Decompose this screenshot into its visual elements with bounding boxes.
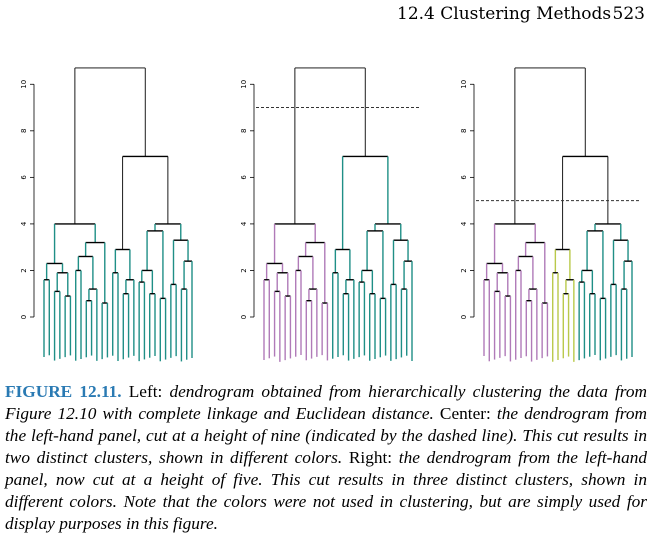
y-tick-label: 8 <box>460 129 468 133</box>
y-tick-label: 6 <box>240 175 248 180</box>
y-tick-label: 4 <box>240 221 248 226</box>
page-number: 523 <box>612 4 645 24</box>
y-tick-label: 6 <box>20 175 28 180</box>
y-tick-label: 6 <box>460 175 468 180</box>
dendrogram-figure: 0 2 4 6 8 10 0 2 4 6 8 10 0 2 4 6 8 10 <box>20 67 640 362</box>
y-tick-label: 2 <box>240 268 248 272</box>
y-tick-label: 10 <box>460 80 468 89</box>
page-header: 12.4 Clustering Methods 523 <box>0 4 645 26</box>
dendrogram-panel-left: 0 2 4 6 8 10 <box>20 67 193 362</box>
caption-italic-left: dendrogram obtained from hierarchically … <box>5 382 647 423</box>
y-tick-label: 0 <box>240 315 248 319</box>
y-tick-label: 8 <box>240 129 248 133</box>
y-tick-label: 2 <box>20 268 28 272</box>
caption-italic-center: the dendrogram from the left-hand panel,… <box>5 404 648 467</box>
dendrogram-panel-center: 0 2 4 6 8 10 <box>240 67 420 362</box>
caption-text-center: Center: <box>433 404 497 423</box>
y-tick-label: 0 <box>460 315 468 319</box>
y-tick-label: 8 <box>20 129 28 133</box>
y-tick-label: 0 <box>20 315 28 319</box>
figure-caption: FIGURE 12.11. Left: dendrogram obtained … <box>5 381 647 535</box>
y-tick-label: 10 <box>20 80 28 89</box>
y-tick-label: 4 <box>460 221 468 226</box>
caption-text-right: Right: <box>342 448 399 467</box>
caption-italic-right: the dendrogram from the left-hand panel,… <box>5 448 647 533</box>
section-title: 12.4 Clustering Methods <box>397 4 612 24</box>
dendrogram-panel-right: 0 2 4 6 8 10 <box>460 67 640 362</box>
y-tick-label: 4 <box>20 221 28 226</box>
y-tick-label: 2 <box>460 268 468 272</box>
y-tick-label: 10 <box>240 80 248 89</box>
figure-label: FIGURE 12.11. <box>5 382 122 401</box>
caption-text-left: Left: <box>121 382 170 401</box>
